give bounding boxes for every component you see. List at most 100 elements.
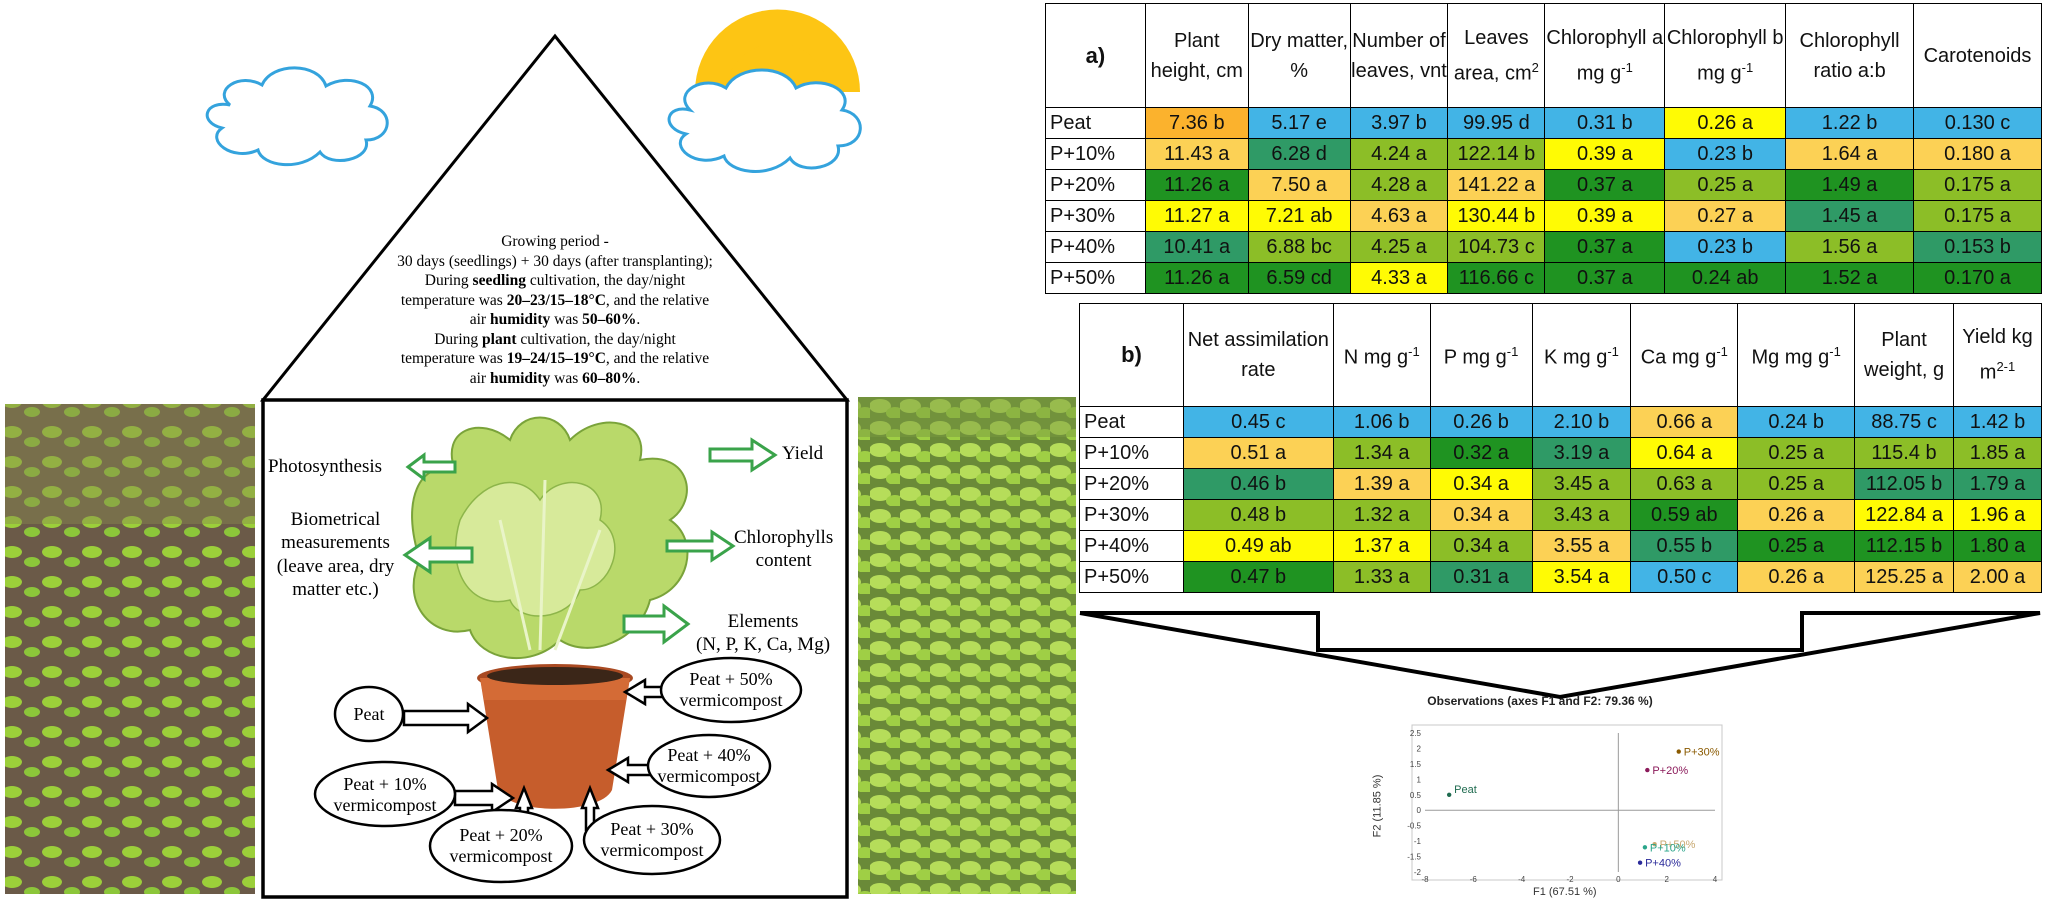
- x-tick-label: 0: [1616, 875, 1621, 884]
- col-plant-weight: Plant weight, g: [1854, 303, 1955, 407]
- table-cell: 1.96 a: [1953, 499, 2042, 531]
- table-cell: 1.45 a: [1785, 200, 1915, 232]
- cloud-icon-left: [205, 66, 389, 167]
- table-cell: 2.00 a: [1953, 561, 2042, 593]
- table-cell: 104.73 c: [1447, 231, 1546, 263]
- row-label: P+10%: [1079, 437, 1184, 469]
- table-b-label: b): [1079, 303, 1184, 407]
- table-cell: 10.41 a: [1144, 231, 1249, 263]
- table-cell: 0.46 b: [1182, 468, 1334, 500]
- label-photosynthesis: Photosynthesis: [268, 456, 383, 477]
- table-a-header: a) Plant height, cm Dry matter, % Number…: [1045, 3, 2042, 108]
- point-label: P+40%: [1645, 858, 1681, 870]
- table-row: P+10% 11.43 a 6.28 d 4.24 a 122.14 b 0.3…: [1045, 138, 2042, 170]
- arrow-photosynthesis: [405, 452, 457, 482]
- table-cell: 0.180 a: [1913, 138, 2042, 170]
- green-arrows: [402, 437, 778, 645]
- table-cell: 1.49 a: [1785, 169, 1915, 201]
- table-cell: 112.05 b: [1854, 468, 1955, 500]
- table-cell: 0.25 a: [1737, 530, 1856, 562]
- table-cell: 0.31 b: [1544, 107, 1666, 139]
- table-cell: 1.32 a: [1332, 499, 1431, 531]
- table-cell: 0.39 a: [1544, 200, 1666, 232]
- arrow-chlorophylls: [665, 529, 736, 563]
- scatter-point: [1446, 792, 1452, 797]
- growing-line-4: temperature was 20–23/15–18°C, and the r…: [400, 291, 710, 309]
- growing-line-2: 30 days (seedlings) + 30 days (after tra…: [397, 252, 713, 270]
- table-cell: 125.25 a: [1854, 561, 1955, 593]
- oval-peat-10: Peat + 10% vermicompost: [333, 774, 437, 815]
- table-cell: 130.44 b: [1447, 200, 1546, 232]
- table-cell: 0.175 a: [1913, 200, 2042, 232]
- table-cell: 5.17 e: [1247, 107, 1351, 139]
- table-cell: 3.54 a: [1531, 561, 1632, 593]
- table-cell: 0.55 b: [1630, 530, 1739, 562]
- col-leaves-area: Leaves area, cm2: [1447, 3, 1546, 108]
- label-biometrical-detail: (leave area, dry matter etc.): [276, 556, 395, 600]
- oval-peat-50: Peat + 50% vermicompost: [679, 669, 783, 710]
- row-label: P+40%: [1079, 530, 1184, 562]
- table-cell: 7.21 ab: [1247, 200, 1351, 232]
- table-cell: 0.37 a: [1544, 231, 1666, 263]
- table-cell: 0.64 a: [1630, 437, 1739, 469]
- table-cell: 0.49 ab: [1182, 530, 1334, 562]
- x-tick-label: -4: [1518, 875, 1526, 884]
- oval-peat-40: Peat + 40% vermicompost: [657, 745, 761, 786]
- table-cell: 4.63 a: [1349, 200, 1449, 232]
- table-cell: 1.42 b: [1953, 406, 2042, 438]
- col-number-of-leaves: Number of leaves, vnt: [1349, 3, 1449, 108]
- table-cell: 0.37 a: [1544, 169, 1666, 201]
- table-cell: 3.97 b: [1349, 107, 1449, 139]
- scatter-point: [1642, 845, 1648, 850]
- table-cell: 0.175 a: [1913, 169, 2042, 201]
- treatment-arrows: [402, 677, 674, 832]
- table-cell: 141.22 a: [1447, 169, 1546, 201]
- x-tick-label: -2: [1566, 875, 1574, 884]
- scatter-point: [1676, 749, 1681, 754]
- table-cell: 99.95 d: [1447, 107, 1546, 139]
- table-cell: 0.63 a: [1630, 468, 1739, 500]
- scatter-plot: -8 -6 -4 -2 0 2 4 2.5 2 1.5 1 0.5 0 -0.5 -1 -1.5 -2 Peat P…: [1407, 724, 1723, 884]
- growing-line-7: temperature was 19–24/15–19°C, and the r…: [400, 350, 710, 367]
- table-cell: 0.170 a: [1913, 262, 2042, 294]
- point-label: P+30%: [1684, 747, 1720, 759]
- scatter-xlabel: F1 (67.51 %): [1533, 886, 1597, 898]
- table-cell: 0.45 c: [1182, 406, 1334, 438]
- y-tick-label: -2: [1414, 868, 1422, 877]
- col-yield: Yield kg m2-1: [1953, 303, 2042, 407]
- table-cell: 115.4 b: [1854, 437, 1955, 469]
- x-tick-label: 2: [1664, 875, 1669, 884]
- lettuce-plant-icon: [411, 416, 689, 660]
- table-cell: 6.59 cd: [1247, 262, 1351, 294]
- table-cell: 4.25 a: [1349, 231, 1449, 263]
- table-cell: 0.25 a: [1737, 468, 1856, 500]
- table-cell: 0.32 a: [1429, 437, 1533, 469]
- table-cell: 0.39 a: [1544, 138, 1666, 170]
- row-label: P+40%: [1045, 231, 1146, 263]
- table-cell: 2.10 b: [1531, 406, 1632, 438]
- table-cell: 1.80 a: [1953, 530, 2042, 562]
- table-a-label: a): [1045, 3, 1146, 108]
- table-cell: 0.50 c: [1630, 561, 1739, 593]
- table-cell: 112.15 b: [1854, 530, 1955, 562]
- y-tick-label: 0.5: [1410, 791, 1422, 800]
- table-row: P+20% 0.46 b 1.39 a 0.34 a 3.45 a 0.63 a…: [1079, 468, 2042, 500]
- table-row: P+20% 11.26 a 7.50 a 4.28 a 141.22 a 0.3…: [1045, 169, 2042, 201]
- table-row: Peat 0.45 c 1.06 b 0.26 b 2.10 b 0.66 a …: [1079, 406, 2042, 438]
- y-tick-label: -1: [1414, 837, 1422, 846]
- table-cell: 88.75 c: [1854, 406, 1955, 438]
- table-b-header: b) Net assimilation rate N mg g-1 P mg g…: [1079, 303, 2042, 407]
- row-label: P+20%: [1079, 468, 1184, 500]
- table-cell: 1.37 a: [1332, 530, 1431, 562]
- label-elements: Elements (N, P, K, Ca, Mg): [695, 611, 831, 655]
- growing-period-text: Growing period - 30 days (seedlings) + 3…: [370, 232, 740, 388]
- table-cell: 0.26 a: [1664, 107, 1787, 139]
- point-label: Peat: [1454, 784, 1477, 796]
- table-cell: 3.43 a: [1531, 499, 1632, 531]
- table-cell: 1.64 a: [1785, 138, 1915, 170]
- table-cell: 6.88 bc: [1247, 231, 1351, 263]
- growing-line-3: During seedling cultivation, the day/nig…: [424, 272, 686, 289]
- col-n: N mg g-1: [1332, 303, 1431, 407]
- table-cell: 0.25 a: [1664, 169, 1787, 201]
